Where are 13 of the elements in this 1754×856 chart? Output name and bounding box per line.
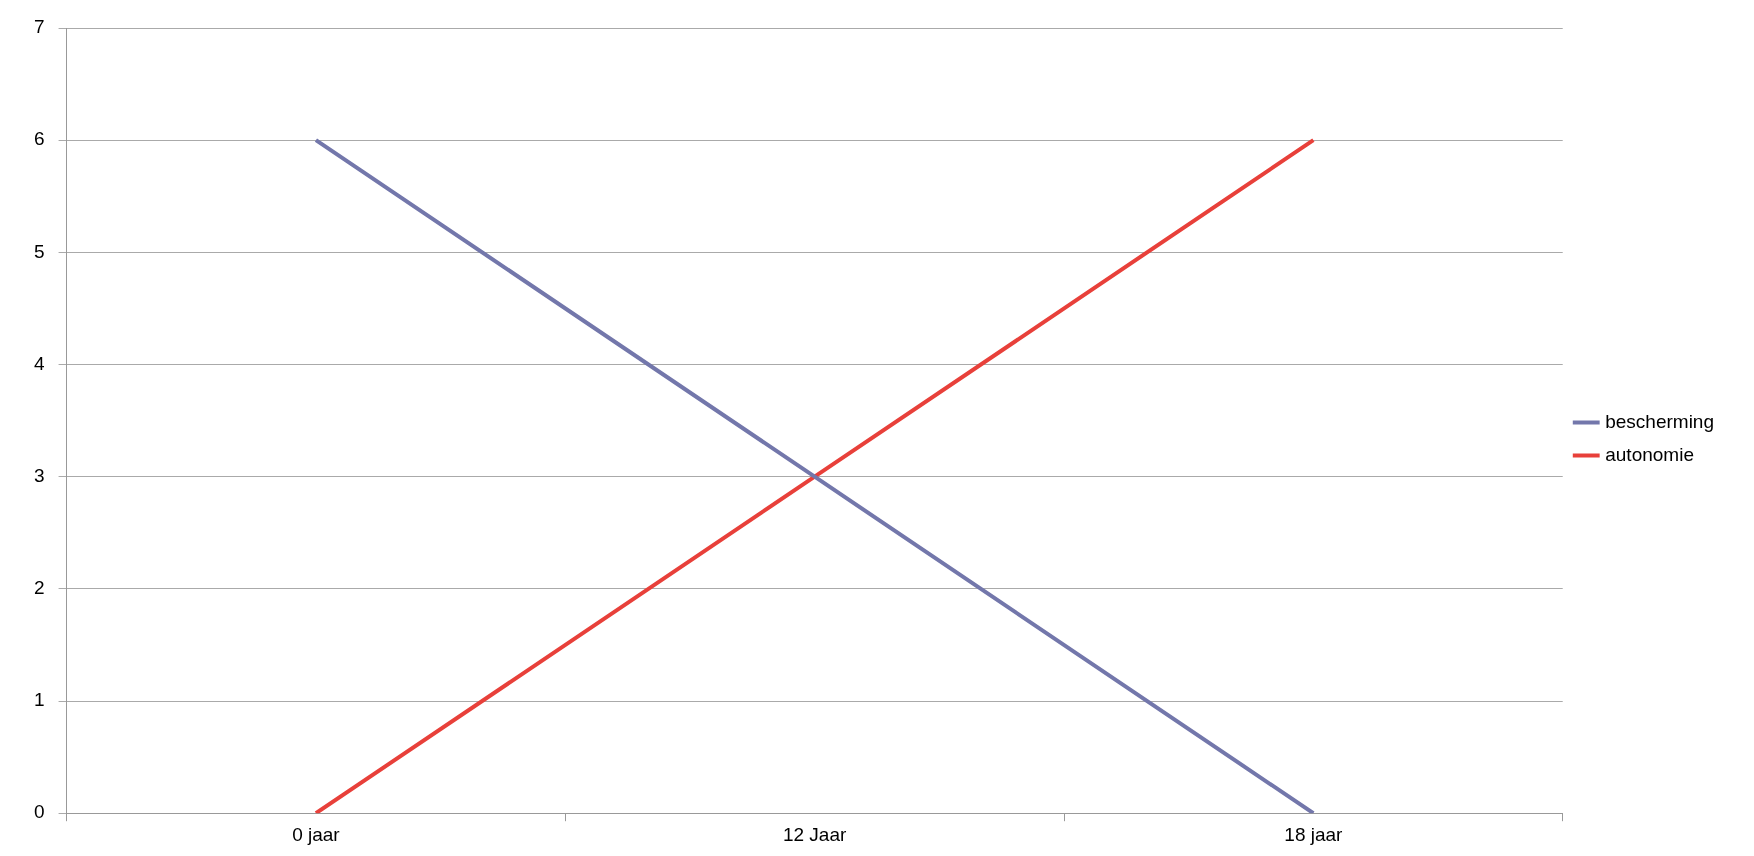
x-tick-label: 18 jaar	[1284, 823, 1344, 845]
y-tick-label: 6	[33, 128, 45, 150]
legend-label: autonomie	[1605, 443, 1694, 465]
y-tick-label: 0	[33, 801, 45, 823]
y-tick-label: 2	[33, 577, 45, 599]
x-tick-label: 0 jaar	[292, 823, 341, 845]
y-tick-label: 7	[33, 16, 45, 38]
y-tick-label: 5	[33, 240, 45, 262]
y-tick-label: 3	[33, 464, 45, 486]
legend-label: bescherming	[1605, 410, 1714, 432]
y-tick-label: 1	[33, 689, 45, 711]
y-tick-label: 4	[33, 352, 45, 374]
x-tick-label: 12 Jaar	[782, 823, 847, 845]
